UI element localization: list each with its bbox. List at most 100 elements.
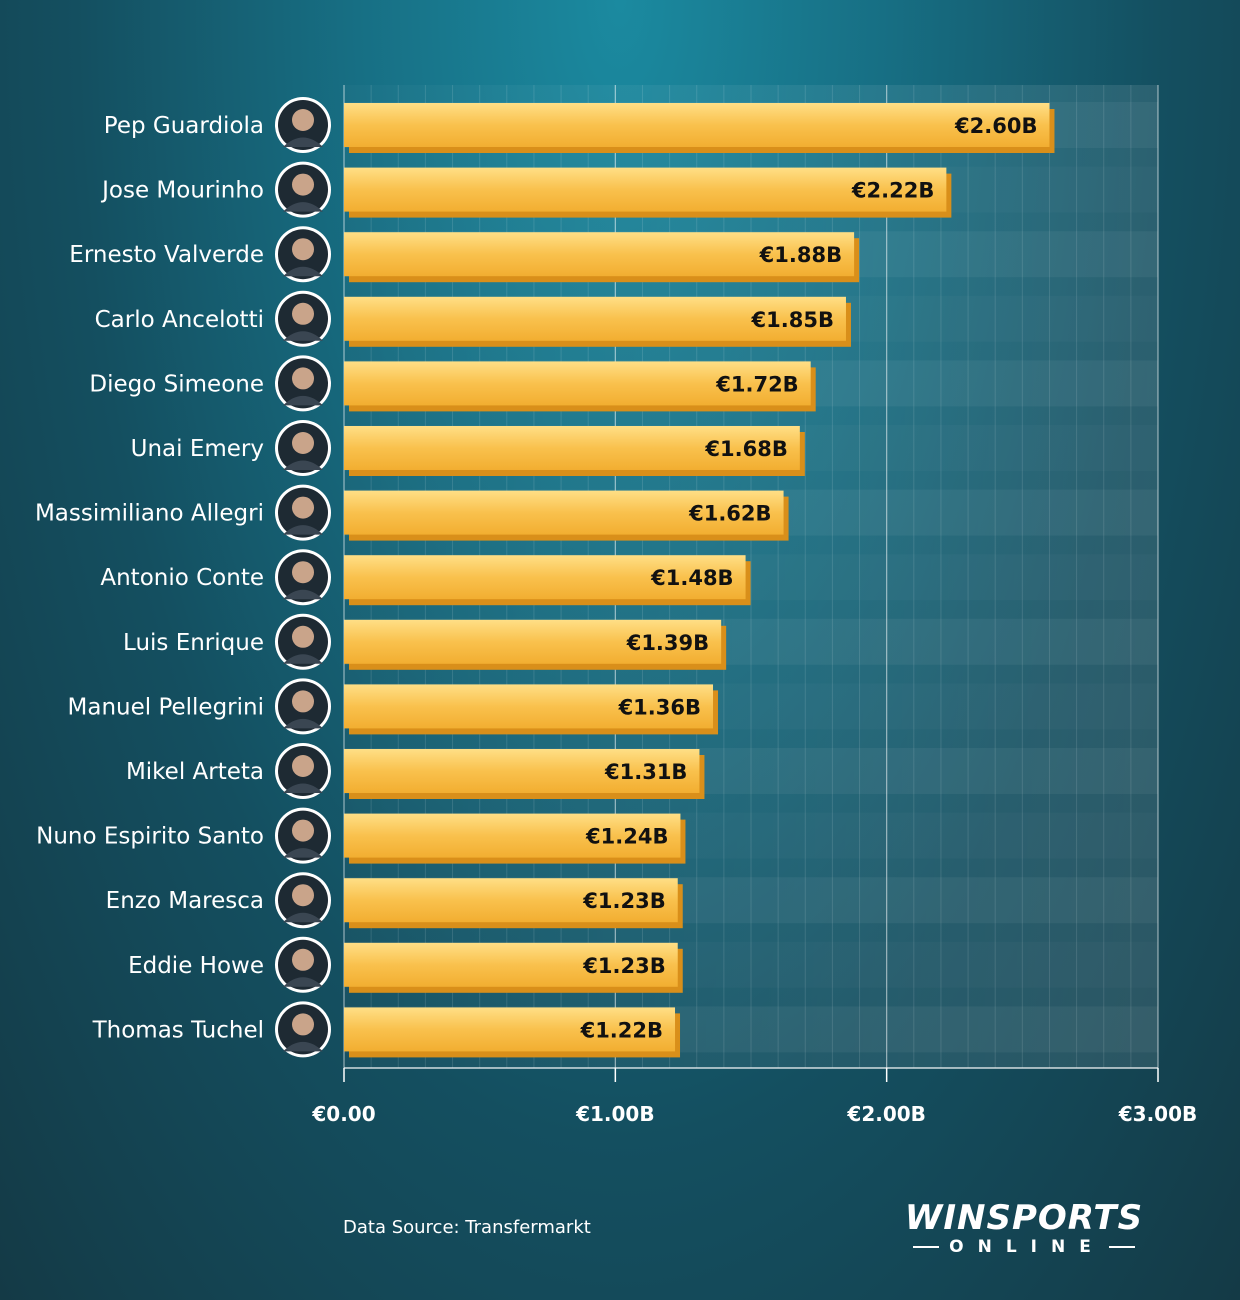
bar-group: €1.48B — [344, 555, 751, 606]
bar-value-label: €1.24B — [585, 825, 668, 849]
bar-group: €1.68B — [344, 426, 805, 476]
bar-group: €1.36B — [344, 684, 719, 735]
bars: €2.60B €2.22B €1.88B €1.85B €1.72B €1.68B €1.6… — [344, 103, 1055, 1058]
bar-group: €1.23B — [344, 878, 683, 929]
avatar-face — [292, 884, 314, 907]
data-source-text: Data Source: Transfermarkt — [343, 1217, 591, 1238]
bar — [344, 684, 714, 729]
logo-sub-text: ONLINE — [949, 1237, 1105, 1257]
avatar — [275, 872, 331, 929]
avatar-face — [292, 1013, 314, 1036]
x-tick-label: €1.00B — [575, 1102, 655, 1126]
avatar — [275, 936, 331, 993]
avatar-face — [292, 173, 314, 196]
avatar-shoulders — [283, 848, 323, 858]
bar-group: €1.22B — [344, 1007, 681, 1058]
avatar — [275, 484, 331, 541]
bar-value-label: €1.68B — [704, 437, 787, 461]
category-label: Jose Mourinho — [100, 178, 264, 204]
category-label: Mikel Arteta — [126, 759, 264, 785]
avatar-face — [292, 432, 314, 454]
category-label: Nuno Espirito Santo — [36, 824, 264, 850]
bar — [344, 361, 811, 406]
winsports-logo: WINSPORTS ONLINE — [888, 1200, 1160, 1260]
category-label: Carlo Ancelotti — [95, 307, 264, 333]
category-label: Unai Emery — [131, 436, 264, 462]
avatar-face — [292, 755, 314, 777]
avatar-face — [292, 948, 314, 971]
avatar-shoulders — [283, 460, 323, 470]
bar-group: €1.24B — [344, 813, 686, 864]
avatar-shoulders — [283, 718, 323, 729]
category-label: Ernesto Valverde — [69, 242, 264, 268]
category-label: Antonio Conte — [100, 565, 264, 591]
bar-value-label: €1.62B — [688, 502, 771, 526]
bar-group: €1.88B — [344, 232, 860, 283]
avatar-face — [292, 302, 314, 325]
avatar — [275, 290, 331, 347]
bar — [344, 749, 700, 793]
bar-value-label: €1.23B — [582, 954, 665, 978]
category-label: Enzo Maresca — [106, 888, 264, 914]
category-label: Luis Enrique — [123, 630, 264, 656]
avatar — [275, 549, 331, 606]
bar-group: €1.72B — [344, 361, 816, 412]
category-label: Pep Guardiola — [104, 113, 264, 139]
bar-group: €1.62B — [344, 490, 789, 541]
avatar-shoulders — [283, 202, 323, 212]
avatar-shoulders — [283, 783, 323, 793]
category-labels: Pep Guardiola Jose Mourinho Ernesto Valver… — [35, 113, 264, 1043]
bar — [344, 1007, 676, 1052]
avatar-shoulders — [283, 331, 323, 341]
bar — [344, 619, 722, 664]
category-label: Thomas Tuchel — [92, 1017, 264, 1043]
bar-value-label: €1.23B — [582, 889, 665, 913]
logo-line-right — [1108, 1246, 1135, 1248]
avatar-face — [292, 819, 314, 842]
avatar-shoulders — [283, 137, 323, 147]
bar-group: €2.22B — [344, 167, 952, 218]
bar-group: €2.60B — [344, 103, 1055, 153]
avatar — [275, 161, 331, 218]
avatar — [275, 678, 331, 735]
bar-value-label: €1.39B — [626, 631, 709, 655]
avatar-shoulders — [283, 1041, 323, 1052]
bar-group: €1.39B — [344, 619, 727, 670]
avatar — [275, 355, 331, 412]
avatar-face — [292, 367, 314, 390]
category-label: Massimiliano Allegri — [35, 501, 264, 527]
avatar — [275, 613, 331, 670]
bar-value-label: €1.72B — [715, 372, 798, 396]
bar-value-label: €1.22B — [580, 1018, 663, 1042]
bar — [344, 232, 855, 277]
category-label: Diego Simeone — [89, 371, 264, 397]
logo-main-text: WINSPORTS — [904, 1198, 1144, 1238]
logo-sub: ONLINE — [888, 1236, 1160, 1258]
bar — [344, 490, 784, 535]
bar — [344, 296, 846, 341]
avatar-face — [292, 496, 314, 519]
bar-group: €1.31B — [344, 749, 705, 799]
bar-value-label: €1.48B — [650, 566, 733, 590]
category-label: Manuel Pellegrini — [68, 694, 265, 720]
avatar-face — [292, 109, 314, 131]
avatar-shoulders — [283, 266, 323, 277]
x-tick-label: €2.00B — [846, 1102, 926, 1126]
bar — [344, 878, 678, 923]
bar-value-label: €2.60B — [954, 114, 1037, 138]
bar-value-label: €1.31B — [604, 760, 687, 784]
avatar-face — [292, 625, 314, 648]
bar-value-label: €1.88B — [759, 243, 842, 267]
avatar — [275, 226, 331, 283]
avatar-shoulders — [283, 912, 323, 923]
x-tick-label: €3.00B — [1118, 1102, 1198, 1126]
x-tick-label: €0.00 — [311, 1102, 375, 1126]
avatar-face — [292, 238, 314, 261]
avatar — [275, 420, 331, 476]
avatar-face — [292, 690, 314, 713]
bar — [344, 555, 746, 600]
bar-value-label: €1.36B — [618, 695, 701, 719]
avatar-shoulders — [283, 525, 323, 535]
avatars — [275, 97, 331, 1058]
